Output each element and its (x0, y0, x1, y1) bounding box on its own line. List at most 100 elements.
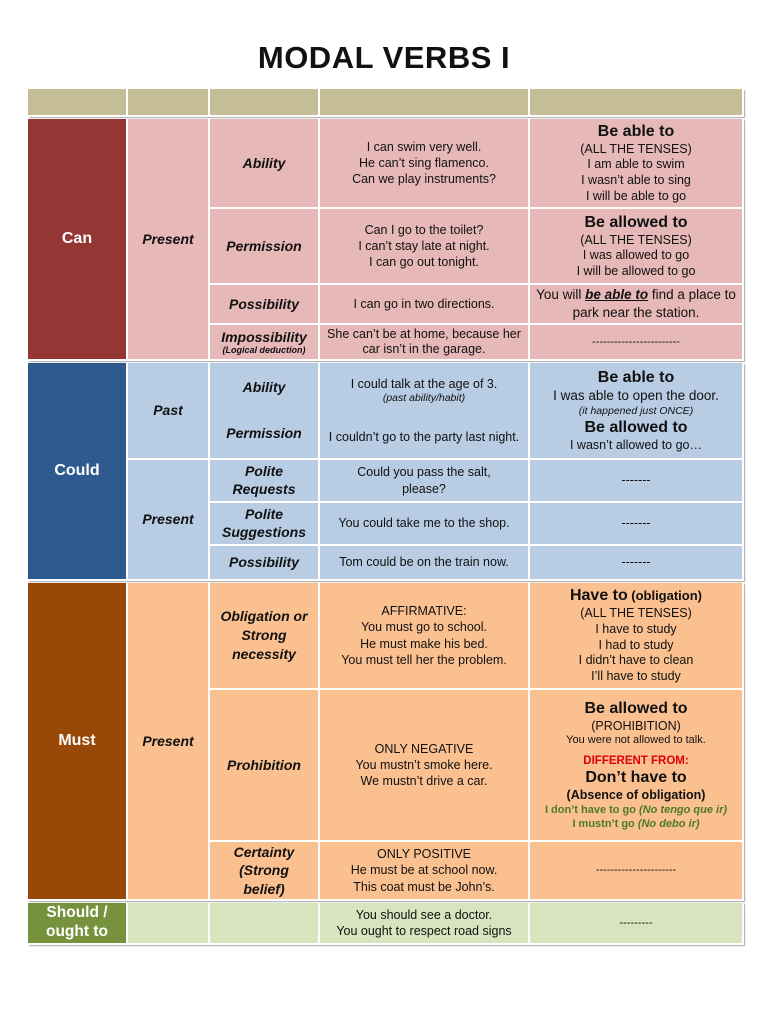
alternative-line: (ALL THE TENSES) (580, 232, 692, 247)
alternative-cell: ------- (530, 546, 744, 581)
use-cell-obligation: Obligation or Strong necessity (210, 583, 320, 690)
example-line: ONLY NEGATIVE (374, 741, 474, 756)
use-cell-ability-permission: Ability Permission (210, 363, 320, 460)
example-line: Tom could be on the train now. (339, 555, 509, 569)
header-cell-modal (28, 89, 128, 117)
use-label: Ability (242, 154, 286, 171)
example-cell: Tom could be on the train now. (320, 546, 530, 581)
alternative-line: I have to study (595, 622, 677, 637)
alternative-cell: Be able to (ALL THE TENSES) I am able to… (530, 119, 744, 209)
alternative-line: ---------------------- (595, 864, 677, 877)
use-cell-permission: Permission (210, 209, 320, 285)
alternative-line: I don’t have to go (No tengo que ir) (544, 803, 728, 816)
alternative-line: I mustn’t go (No debo ir) (572, 817, 700, 830)
alternative-title-note: (obligation) (631, 588, 703, 604)
example-cell: I can swim very well. He can’t sing flam… (320, 119, 530, 209)
alternative-cell: Be allowed to (ALL THE TENSES) I was all… (530, 209, 744, 285)
tense-cell: Past (128, 363, 210, 460)
header-cell-use (210, 89, 320, 117)
example-cell: You could take me to the shop. (320, 503, 530, 546)
alternative-line: I wasn’t able to sing (581, 173, 691, 187)
example-line: AFFIRMATIVE: (381, 604, 467, 618)
example-line: I could talk at the age of 3. (350, 377, 498, 392)
use-cell-polite-suggestions: Polite Suggestions (210, 503, 320, 546)
page-title: MODAL VERBS I (257, 40, 511, 75)
example-line: Could you pass the salt, please? (357, 465, 491, 496)
header-cell-examples (320, 89, 530, 117)
use-cell-impossibility: Impossibility (Logical deduction) (210, 325, 320, 361)
modal-could: Could (28, 363, 128, 581)
example-cell: I can go in two directions. (320, 285, 530, 325)
alternative-title: Have to (569, 587, 628, 605)
example-line: Can I go to the toilet? (364, 222, 484, 237)
example-line: ONLY POSITIVE (376, 847, 471, 862)
example-cell: She can’t be at home, because her car is… (320, 325, 530, 361)
tense-label: Present (142, 230, 194, 247)
example-line: I can swim very well. (366, 139, 482, 154)
tense-label: Past (153, 402, 183, 419)
alternative-title: Be allowed to (584, 418, 688, 436)
modal-label: Can (61, 229, 93, 247)
tense-cell: Present (128, 119, 210, 361)
use-cell-certainty: Certainty (Strong belief) (210, 842, 320, 901)
alternative-line: ------- (621, 516, 651, 531)
alternative-emphasis: be able to (585, 287, 649, 303)
alternative-title: Be allowed to (584, 213, 688, 231)
example-line: You could take me to the shop. (338, 516, 510, 531)
example-line: You must tell her the problem. (341, 652, 507, 667)
alternative-line: (PROHIBITION) (591, 718, 681, 733)
header-cell-tense (128, 89, 210, 117)
alternative-contrast-label: DIFFERENT FROM: (583, 754, 689, 767)
use-cell-prohibition: Prohibition (210, 690, 320, 842)
use-note: (Logical deduction) (222, 344, 306, 355)
example-line: I can go out tonight. (369, 255, 479, 270)
modal-label: Should / ought to (46, 904, 108, 940)
example-cell: ONLY NEGATIVE You mustn’t smoke here. We… (320, 690, 530, 842)
alternative-note: (it happened just ONCE) (578, 404, 694, 417)
use-label: Certainty (Strong belief) (233, 844, 295, 897)
alternative-line: ------------------------ (592, 335, 680, 348)
alternative-cell: Be able to I was able to open the door. … (530, 363, 744, 460)
example-line: We mustn’t drive a car. (360, 774, 488, 789)
alternative-cell: ------- (530, 460, 744, 503)
use-label: Possibility (228, 554, 300, 571)
alternative-line: ------- (621, 555, 651, 570)
alternative-title-line: Have to (obligation) (570, 586, 702, 606)
tense-label: Present (142, 511, 194, 528)
use-label: Obligation or Strong necessity (220, 608, 308, 662)
alternative-line: (Absence of obligation) (566, 788, 706, 803)
example-line: I can’t stay late at night. (358, 238, 490, 253)
example-cell: Can I go to the toilet? I can’t stay lat… (320, 209, 530, 285)
example-line: He can’t sing flamenco. (359, 155, 489, 170)
tense-cell: Present (128, 460, 210, 581)
example-line: This coat must be John’s. (353, 879, 495, 894)
example-line: I couldn’t go to the party last night. (328, 429, 520, 444)
use-cell-possibility: Possibility (210, 546, 320, 581)
use-cell-ability: Ability (210, 119, 320, 209)
use-cell (210, 903, 320, 945)
example-line: You must go to school. (360, 620, 487, 635)
alternative-cell: --------- (530, 903, 744, 945)
alternative-line: You were not allowed to talk. (566, 734, 706, 747)
alternative-line: (ALL THE TENSES) (580, 141, 692, 156)
alternative-line: (ALL THE TENSES) (580, 606, 692, 621)
alternative-line: I’ll have to study (591, 668, 681, 683)
alternative-line: I had to study (598, 637, 674, 652)
use-label: Permission (226, 424, 302, 441)
use-label: Prohibition (227, 756, 301, 773)
modal-label: Could (54, 461, 100, 479)
example-cell: Could you pass the salt, please? (320, 460, 530, 503)
alternative-line: I will be able to go (585, 188, 687, 203)
alternative-cell: ------- (530, 503, 744, 546)
example-line: You should see a doctor. (355, 907, 493, 922)
use-label: Polite Requests (232, 463, 296, 497)
alternative-cell: Be allowed to (PROHIBITION) You were not… (530, 690, 744, 842)
header-cell-alternatives (530, 89, 744, 117)
tense-cell: Present (128, 583, 210, 901)
modal-label: Must (58, 731, 96, 749)
alternative-title: Be able to (597, 368, 675, 386)
example-cell: You should see a doctor. You ought to re… (320, 903, 530, 945)
example-cell: ONLY POSITIVE He must be at school now. … (320, 842, 530, 901)
alternative-cell: You will be able to find a place to park… (530, 285, 744, 325)
example-line: She can’t be at home, because her car is… (327, 327, 521, 356)
